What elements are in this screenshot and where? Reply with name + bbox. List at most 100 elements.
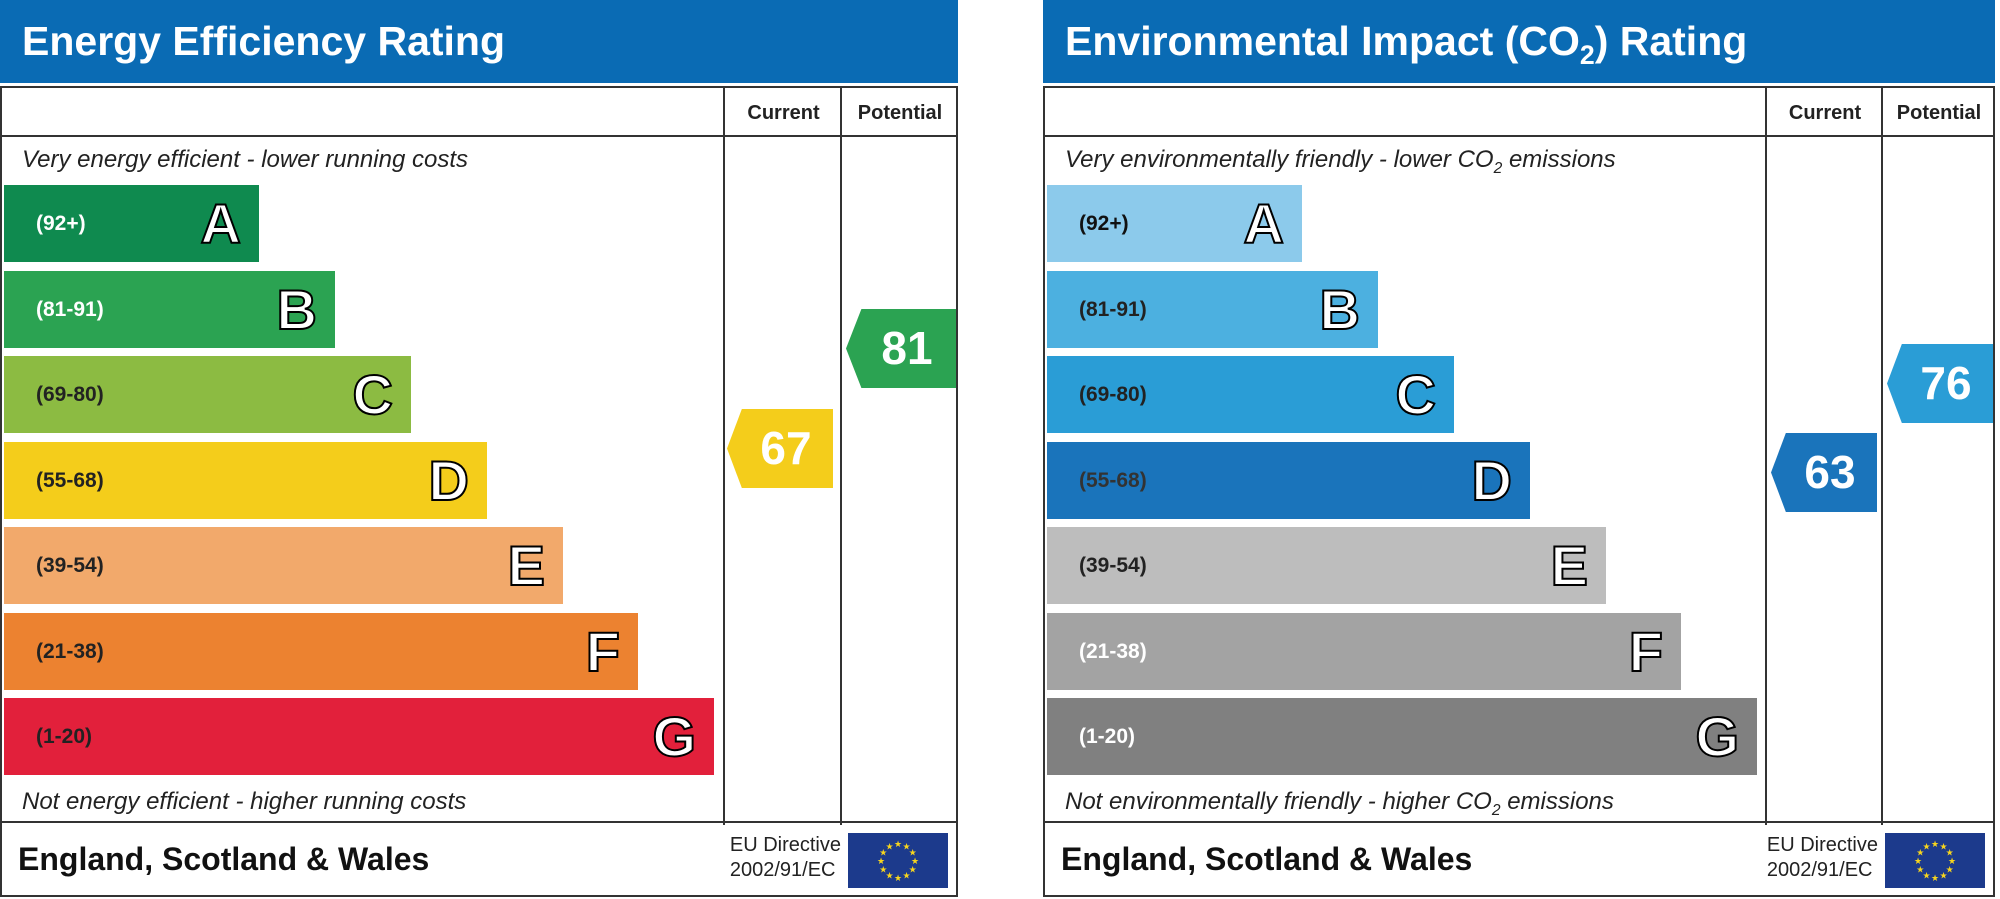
band-range: (39-54) [1079, 554, 1147, 577]
band-c: (69-80) C [1047, 356, 1454, 433]
potential-header: Potential [857, 102, 943, 124]
footer: England, Scotland & Wales EU Directive 20… [2, 821, 956, 895]
svg-text:★: ★ [879, 848, 887, 858]
band-d: (55-68) D [4, 441, 487, 519]
band-letter: D [428, 448, 470, 513]
current-column: Current [723, 88, 842, 825]
svg-text:★: ★ [1916, 848, 1924, 858]
potential-column: Potential [1881, 88, 1995, 825]
band-range: (92+) [36, 212, 86, 235]
current-rating-arrow: 67 [727, 409, 833, 488]
eu-flag-icon: ★ ★★★★★★★★★★★ [1885, 833, 1985, 888]
band-range: (69-80) [36, 383, 104, 406]
band-c: (69-80) C [4, 356, 411, 433]
svg-text:★: ★ [1931, 839, 1939, 849]
environmental-impact-panel: Environmental Impact (CO2) Rating Curren… [1043, 0, 1995, 899]
header-row [1045, 88, 1993, 137]
svg-text:★: ★ [1939, 871, 1947, 881]
svg-text:★: ★ [1946, 865, 1954, 875]
top-note: Very environmentally friendly - lower CO… [1065, 146, 1616, 177]
svg-text:★: ★ [1922, 841, 1930, 851]
energy-efficiency-panel: Energy Efficiency Rating Current Potenti… [0, 0, 958, 899]
band-letter: F [585, 619, 621, 684]
svg-text:★: ★ [885, 841, 893, 851]
band-range: (92+) [1079, 212, 1129, 235]
current-column: Current [1765, 88, 1883, 825]
svg-text:★: ★ [1916, 865, 1924, 875]
band-range: (39-54) [36, 554, 104, 577]
band-range: (81-91) [36, 297, 104, 321]
band-range: (55-68) [1079, 468, 1147, 492]
eu-flag-icon: ★ ★★★★★★★★★★★ [848, 833, 948, 888]
band-letter: C [1395, 362, 1437, 427]
band-letter: C [352, 362, 394, 427]
svg-text:★: ★ [1914, 856, 1922, 866]
svg-text:★: ★ [902, 841, 910, 851]
region-label: England, Scotland & Wales [1061, 841, 1473, 877]
band-b: (81-91) B [4, 270, 335, 348]
band-e: (39-54) E [1047, 527, 1606, 604]
eu-directive: EU Directive 2002/91/EC [730, 833, 841, 883]
band-range: (21-38) [36, 639, 104, 663]
svg-text:★: ★ [909, 848, 917, 858]
eu-directive: EU Directive 2002/91/EC [1767, 833, 1878, 883]
panel-title: Environmental Impact (CO2) Rating [1043, 0, 1995, 83]
directive-line1: EU Directive [1766, 834, 1878, 856]
band-g: (1-20) G [1047, 698, 1757, 775]
band-letter: E [1550, 533, 1589, 598]
potential-rating-arrow: 76 [1887, 344, 1993, 423]
rating-table: Current Potential Very environmentally f… [1043, 86, 1995, 897]
svg-text:★: ★ [911, 856, 919, 866]
svg-text:★: ★ [894, 839, 902, 849]
current-header: Current [1788, 102, 1862, 124]
band-letter: B [1319, 277, 1361, 342]
band-d: (55-68) D [1047, 441, 1530, 519]
band-letter: G [1694, 704, 1740, 769]
band-letter: G [651, 704, 697, 769]
svg-text:★: ★ [1939, 841, 1947, 851]
band-g: (1-20) G [4, 698, 714, 775]
svg-text:★: ★ [1922, 871, 1930, 881]
band-range: (81-91) [1079, 297, 1147, 321]
band-range: (1-20) [36, 725, 93, 748]
potential-header: Potential [1896, 102, 1982, 124]
band-b: (81-91) B [1047, 270, 1378, 348]
band-range: (21-38) [1079, 639, 1147, 663]
band-letter: B [276, 277, 318, 342]
svg-text:★: ★ [879, 865, 887, 875]
directive-line2: 2002/91/EC [1766, 859, 1873, 881]
top-note: Very energy efficient - lower running co… [22, 146, 468, 173]
svg-text:★: ★ [902, 871, 910, 881]
rating-table: Current Potential Very energy efficient … [0, 86, 958, 897]
band-a: (92+) A [1047, 185, 1302, 262]
panel-title: Energy Efficiency Rating [0, 0, 958, 83]
band-letter: A [1243, 191, 1285, 256]
band-letter: D [1471, 448, 1513, 513]
band-f: (21-38) F [1047, 612, 1681, 690]
svg-text:★: ★ [894, 873, 902, 883]
bottom-note: Not energy efficient - higher running co… [22, 788, 467, 815]
region-label: England, Scotland & Wales [18, 841, 430, 877]
directive-line2: 2002/91/EC [729, 859, 836, 881]
svg-text:★: ★ [1948, 856, 1956, 866]
potential-rating-arrow: 81 [846, 309, 956, 388]
band-range: (1-20) [1079, 725, 1136, 748]
band-e: (39-54) E [4, 527, 563, 604]
band-f: (21-38) F [4, 612, 638, 690]
current-header: Current [747, 102, 820, 124]
footer: England, Scotland & Wales EU Directive 20… [1045, 821, 1993, 895]
band-letter: F [1628, 619, 1664, 684]
directive-line1: EU Directive [729, 834, 841, 856]
band-a: (92+) A [4, 185, 259, 262]
svg-text:★: ★ [909, 865, 917, 875]
band-letter: A [200, 191, 242, 256]
band-range: (55-68) [36, 468, 104, 492]
svg-text:★: ★ [885, 871, 893, 881]
svg-text:★: ★ [877, 856, 885, 866]
bottom-note: Not environmentally friendly - higher CO… [1065, 788, 1614, 819]
potential-column: Potential [840, 88, 958, 825]
band-letter: E [507, 533, 546, 598]
header-row [2, 88, 956, 137]
svg-text:★: ★ [1931, 873, 1939, 883]
current-rating-arrow: 63 [1771, 433, 1877, 512]
